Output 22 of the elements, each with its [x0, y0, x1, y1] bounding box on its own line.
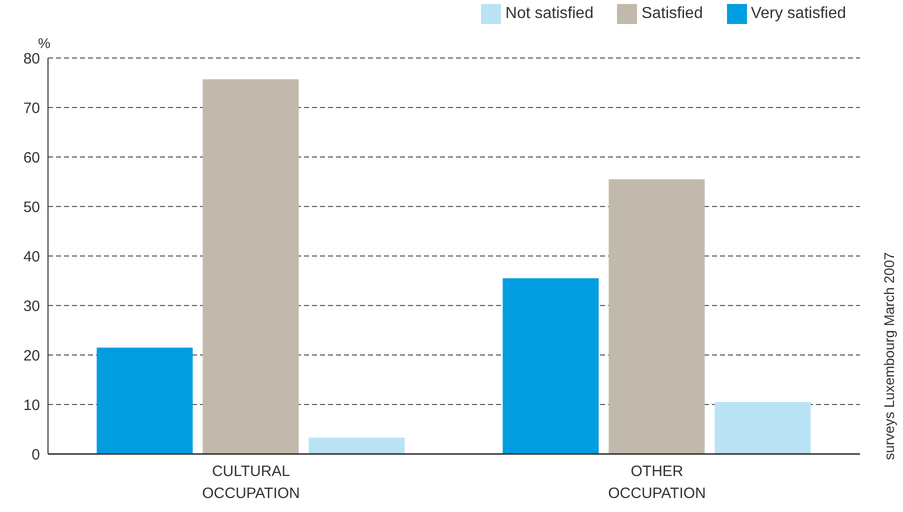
bar: [308, 438, 405, 454]
y-tick-label: 80: [23, 50, 40, 68]
bar: [502, 278, 599, 454]
x-tick-label: OTHER OCCUPATION: [608, 463, 706, 502]
y-tick-label: 40: [23, 248, 40, 266]
y-tick-label: 20: [23, 347, 40, 364]
legend-label: Not satisfied: [505, 5, 594, 22]
legend-label: Satisfied: [641, 5, 703, 22]
y-tick-label: 30: [23, 298, 40, 315]
x-tick-label: CULTURAL OCCUPATION: [202, 463, 300, 502]
y-tick-label: 60: [23, 149, 40, 166]
bar: [202, 79, 299, 454]
text: surveys Luxembourg March 2007: [881, 251, 897, 460]
y-axis-title: %: [38, 34, 50, 51]
y-tick-label: 0: [32, 446, 40, 464]
bar: [608, 179, 705, 454]
y-tick-label: 10: [23, 396, 40, 414]
y-tick-label: 70: [23, 100, 40, 117]
legend-label: Very satisfied: [750, 5, 846, 22]
y-tick-label: 50: [23, 198, 40, 216]
bar: [714, 402, 811, 454]
bar: [96, 348, 193, 454]
